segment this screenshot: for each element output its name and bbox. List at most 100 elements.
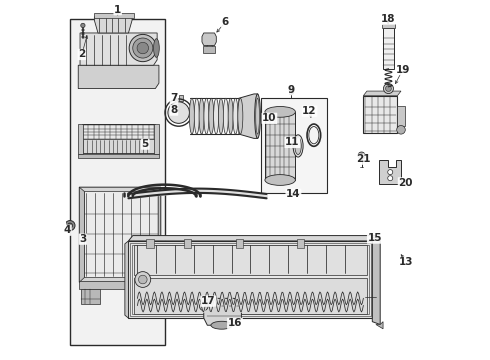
Polygon shape bbox=[128, 235, 377, 241]
Polygon shape bbox=[204, 298, 242, 325]
Text: 1: 1 bbox=[114, 5, 122, 15]
Circle shape bbox=[358, 152, 365, 159]
Ellipse shape bbox=[228, 98, 233, 134]
Polygon shape bbox=[79, 187, 161, 282]
Polygon shape bbox=[79, 187, 84, 282]
Bar bbox=[79, 282, 162, 289]
Circle shape bbox=[139, 275, 147, 284]
Bar bbox=[297, 239, 304, 248]
Polygon shape bbox=[128, 241, 372, 318]
Circle shape bbox=[383, 84, 393, 94]
Ellipse shape bbox=[293, 135, 303, 157]
Circle shape bbox=[388, 170, 393, 175]
Text: 11: 11 bbox=[285, 138, 299, 147]
Polygon shape bbox=[84, 192, 158, 278]
Circle shape bbox=[135, 272, 151, 287]
Bar bbox=[81, 289, 100, 304]
Circle shape bbox=[129, 35, 156, 62]
Text: 21: 21 bbox=[356, 154, 370, 164]
Circle shape bbox=[137, 42, 148, 54]
Text: 9: 9 bbox=[287, 85, 294, 95]
Bar bbox=[132, 244, 368, 315]
Ellipse shape bbox=[295, 137, 301, 154]
Circle shape bbox=[65, 221, 75, 230]
Bar bbox=[236, 239, 243, 248]
Circle shape bbox=[386, 86, 392, 91]
Ellipse shape bbox=[238, 98, 243, 134]
Bar bbox=[134, 278, 367, 314]
Text: 16: 16 bbox=[228, 319, 242, 328]
Bar bbox=[203, 45, 215, 53]
Polygon shape bbox=[202, 33, 216, 45]
Bar bbox=[364, 96, 397, 134]
Bar bbox=[382, 24, 395, 28]
Text: 4: 4 bbox=[64, 225, 71, 235]
Text: 15: 15 bbox=[368, 233, 382, 243]
Bar bbox=[82, 125, 155, 153]
Text: 7: 7 bbox=[171, 93, 178, 103]
Text: 13: 13 bbox=[399, 257, 414, 267]
Bar bbox=[130, 243, 370, 316]
Polygon shape bbox=[80, 33, 157, 65]
Ellipse shape bbox=[199, 98, 204, 134]
Polygon shape bbox=[78, 65, 159, 89]
Ellipse shape bbox=[214, 98, 219, 134]
Ellipse shape bbox=[204, 98, 209, 134]
Bar bbox=[179, 95, 183, 101]
Circle shape bbox=[201, 304, 206, 309]
Text: 5: 5 bbox=[142, 139, 149, 149]
Circle shape bbox=[133, 38, 153, 58]
Ellipse shape bbox=[255, 94, 260, 138]
Bar bbox=[154, 124, 159, 154]
Bar bbox=[77, 154, 159, 158]
Text: 18: 18 bbox=[380, 14, 395, 24]
Circle shape bbox=[199, 302, 208, 311]
Ellipse shape bbox=[153, 39, 159, 57]
Bar bbox=[70, 19, 165, 345]
Bar bbox=[383, 28, 394, 69]
Polygon shape bbox=[95, 17, 132, 33]
Polygon shape bbox=[364, 91, 401, 96]
Circle shape bbox=[397, 126, 405, 134]
Ellipse shape bbox=[265, 107, 295, 117]
Bar bbox=[265, 112, 295, 180]
Circle shape bbox=[168, 102, 190, 123]
Ellipse shape bbox=[211, 321, 232, 329]
Ellipse shape bbox=[223, 98, 228, 134]
Circle shape bbox=[388, 176, 393, 181]
Bar bbox=[147, 239, 153, 248]
Text: 10: 10 bbox=[262, 113, 277, 123]
Polygon shape bbox=[239, 94, 258, 138]
Polygon shape bbox=[376, 321, 383, 329]
Circle shape bbox=[68, 223, 73, 228]
Bar bbox=[397, 107, 405, 126]
Ellipse shape bbox=[209, 98, 214, 134]
Bar bbox=[82, 139, 155, 153]
Text: 2: 2 bbox=[78, 49, 85, 59]
Polygon shape bbox=[158, 187, 161, 282]
Ellipse shape bbox=[219, 98, 223, 134]
Text: 8: 8 bbox=[171, 105, 177, 115]
Ellipse shape bbox=[256, 98, 259, 134]
Ellipse shape bbox=[194, 98, 199, 134]
Text: 19: 19 bbox=[395, 64, 410, 75]
Text: 1: 1 bbox=[114, 5, 122, 15]
Ellipse shape bbox=[233, 98, 238, 134]
Circle shape bbox=[360, 154, 364, 157]
Text: 9: 9 bbox=[287, 87, 294, 97]
Ellipse shape bbox=[190, 98, 195, 134]
Polygon shape bbox=[379, 160, 401, 184]
Text: 20: 20 bbox=[398, 178, 413, 188]
Circle shape bbox=[81, 23, 85, 28]
Text: 17: 17 bbox=[201, 296, 216, 306]
Polygon shape bbox=[125, 241, 128, 318]
Polygon shape bbox=[372, 237, 380, 324]
Text: 14: 14 bbox=[286, 189, 301, 199]
Text: 12: 12 bbox=[302, 106, 317, 116]
Bar bbox=[184, 239, 191, 248]
Bar bbox=[94, 13, 134, 18]
Text: 3: 3 bbox=[79, 234, 87, 244]
Bar bbox=[261, 98, 327, 193]
Bar bbox=[77, 124, 82, 154]
Ellipse shape bbox=[265, 175, 295, 185]
